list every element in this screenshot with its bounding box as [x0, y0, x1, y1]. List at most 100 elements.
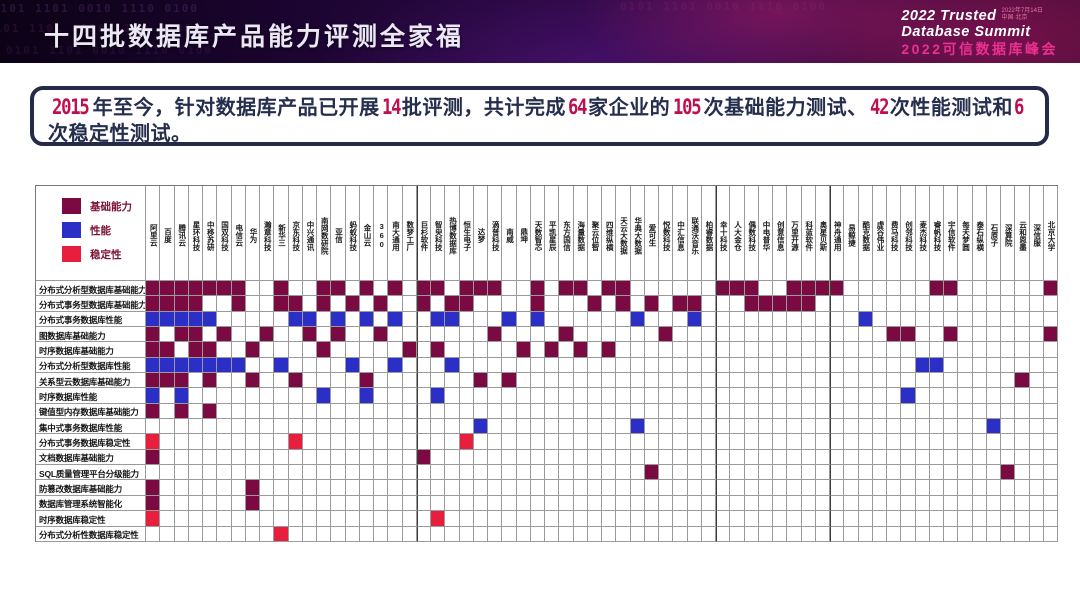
- company-header: 恒生电子: [459, 186, 474, 281]
- matrix-cell: [516, 495, 531, 512]
- matrix-cell: [260, 342, 275, 358]
- matrix-cell: [1043, 281, 1058, 297]
- matrix-cell: [773, 357, 788, 374]
- matrix-cell: [644, 434, 659, 450]
- matrix-cell: [687, 526, 702, 542]
- matrix-cell: [730, 281, 745, 297]
- matrix-cell: [288, 311, 303, 328]
- matrix-cell: [231, 296, 246, 312]
- matrix-cell: [231, 357, 246, 374]
- matrix-cell: [901, 434, 916, 450]
- company-header: 南威: [502, 186, 517, 281]
- matrix-cell: [616, 403, 631, 420]
- company-header: 中移苏研: [203, 186, 218, 281]
- matrix-cell: [844, 449, 859, 466]
- matrix-cell: [958, 342, 973, 358]
- matrix-cell: [1029, 480, 1044, 496]
- matrix-cell: [317, 434, 332, 450]
- matrix-cell: [245, 373, 260, 389]
- matrix-cell: [758, 296, 773, 312]
- matrix-cell: [245, 296, 260, 312]
- summary-segment: 年至今，针对数据库产品已开展: [92, 97, 380, 119]
- matrix-cell: [758, 342, 773, 358]
- matrix-cell: [958, 403, 973, 420]
- matrix-cell: [217, 480, 232, 496]
- matrix-cell: [758, 511, 773, 527]
- matrix-cell: [488, 526, 503, 542]
- matrix-cell: [488, 373, 503, 389]
- matrix-cell: [744, 357, 759, 374]
- matrix-cell: [245, 465, 260, 481]
- matrix-cell: [901, 388, 916, 404]
- matrix-cell: [929, 388, 944, 404]
- matrix-cell: [374, 465, 389, 481]
- matrix-cell: [587, 495, 602, 512]
- matrix-cell: [815, 495, 830, 512]
- matrix-cell: [801, 327, 816, 343]
- matrix-cell: [787, 434, 802, 450]
- matrix-cell: [830, 357, 845, 374]
- matrix-cell: [801, 511, 816, 527]
- matrix-cell: [730, 342, 745, 358]
- matrix-cell: [872, 511, 887, 527]
- matrix-cell: [716, 465, 731, 481]
- matrix-cell: [701, 342, 716, 358]
- matrix-cell: [274, 388, 289, 404]
- company-header: 创意信息: [773, 186, 788, 281]
- row-label: 分布式分析型数据库基础能力: [36, 281, 146, 297]
- matrix-cell: [858, 311, 873, 328]
- matrix-cell: [545, 327, 560, 343]
- matrix-cell: [716, 388, 731, 404]
- matrix-cell: [431, 465, 446, 481]
- matrix-cell: [488, 449, 503, 466]
- matrix-cell: [1029, 434, 1044, 450]
- matrix-cell: [573, 281, 588, 297]
- matrix-cell: [274, 480, 289, 496]
- matrix-cell: [402, 526, 417, 542]
- matrix-cell: [146, 465, 161, 481]
- binary-decor: 0101 1101 0010 1110 0100: [0, 2, 199, 15]
- matrix-cell: [260, 311, 275, 328]
- matrix-cell: [573, 327, 588, 343]
- matrix-cell: [530, 511, 545, 527]
- matrix-cell: [516, 342, 531, 358]
- matrix-cell: [858, 480, 873, 496]
- matrix-cell: [217, 311, 232, 328]
- matrix-cell: [687, 419, 702, 435]
- matrix-cell: [830, 388, 845, 404]
- matrix-cell: [958, 511, 973, 527]
- matrix-cell: [616, 526, 631, 542]
- matrix-cell: [844, 281, 859, 297]
- matrix-cell: [744, 449, 759, 466]
- matrix-cell: [844, 327, 859, 343]
- matrix-cell: [830, 281, 845, 297]
- matrix-cell: [616, 373, 631, 389]
- matrix-cell: [1015, 403, 1030, 420]
- matrix-cell: [659, 373, 674, 389]
- matrix-cell: [587, 511, 602, 527]
- matrix-cell: [815, 480, 830, 496]
- matrix-cell: [587, 434, 602, 450]
- matrix-cell: [331, 327, 346, 343]
- matrix-cell: [659, 449, 674, 466]
- matrix-cell: [844, 480, 859, 496]
- matrix-cell: [573, 526, 588, 542]
- company-header: 国双科技: [217, 186, 232, 281]
- matrix-cell: [488, 480, 503, 496]
- matrix-cell: [388, 296, 403, 312]
- summit-logo-en-line1: 2022 Trusted: [901, 8, 997, 24]
- matrix-cell: [858, 281, 873, 297]
- matrix-cell: [445, 327, 460, 343]
- matrix-cell: [716, 357, 731, 374]
- matrix-cell: [1029, 311, 1044, 328]
- company-header: 南大通用: [388, 186, 403, 281]
- matrix-cell: [459, 388, 474, 404]
- matrix-cell: [830, 465, 845, 481]
- matrix-cell: [872, 357, 887, 374]
- matrix-cell: [502, 495, 517, 512]
- matrix-cell: [815, 449, 830, 466]
- matrix-cell: [887, 281, 902, 297]
- matrix-cell: [203, 296, 218, 312]
- matrix-cell: [459, 495, 474, 512]
- row-label: 分布式事务型数据库基础能力: [36, 296, 146, 312]
